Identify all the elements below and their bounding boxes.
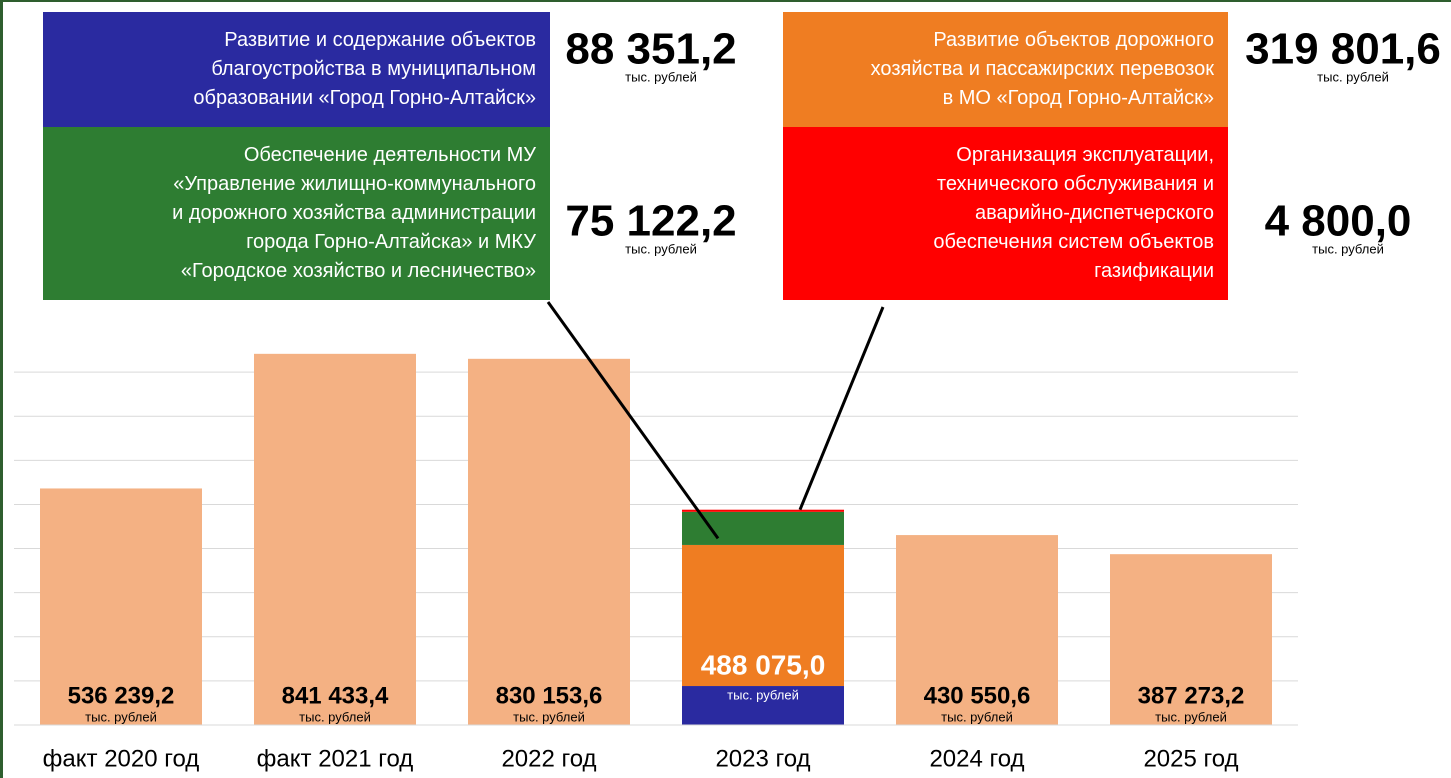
- value-label: 488 075,0: [701, 649, 826, 680]
- connector: [546, 301, 720, 540]
- x-tick-label: факт 2021 год: [257, 745, 414, 772]
- callout-box: Развитие и содержание объектов благоустр…: [43, 12, 550, 127]
- bar-segment: [682, 544, 844, 687]
- callout-unit: тыс. рублей: [625, 69, 697, 84]
- callout-unit: тыс. рублей: [1312, 241, 1384, 256]
- callout-value: 4 800,0: [1265, 197, 1412, 246]
- bar: [254, 353, 416, 725]
- bar: [1110, 554, 1272, 725]
- callout-box: Развитие объектов дорожного хозяйства и …: [783, 12, 1228, 127]
- bar-segment: [682, 509, 844, 512]
- value-unit: тыс. рублей: [513, 709, 585, 724]
- x-tick-label: факт 2020 год: [43, 745, 200, 772]
- value-label: 387 273,2: [1138, 682, 1245, 709]
- callout-value: 75 122,2: [565, 197, 736, 246]
- callout-unit: тыс. рублей: [1317, 69, 1389, 84]
- bar-segment: [682, 686, 844, 725]
- callout-value: 319 801,6: [1245, 25, 1441, 74]
- value-label: 841 433,4: [282, 682, 389, 709]
- x-tick-label: 2023 год: [715, 745, 810, 772]
- callout-value: 88 351,2: [565, 25, 736, 74]
- value-label: 430 550,6: [924, 682, 1031, 709]
- bar: [896, 535, 1058, 725]
- value-unit: тыс. рублей: [727, 687, 799, 702]
- value-unit: тыс. рублей: [941, 709, 1013, 724]
- x-tick-label: 2024 год: [929, 745, 1024, 772]
- value-unit: тыс. рублей: [1155, 709, 1227, 724]
- value-label: 830 153,6: [496, 682, 603, 709]
- value-label: 536 239,2: [68, 682, 175, 709]
- bar: [468, 358, 630, 725]
- value-unit: тыс. рублей: [299, 709, 371, 724]
- connector: [798, 306, 885, 511]
- x-tick-label: 2025 год: [1143, 745, 1238, 772]
- callout-box: Организация эксплуатации, технического о…: [783, 127, 1228, 300]
- callout-box: Обеспечение деятельности МУ «Управление …: [43, 127, 550, 300]
- x-tick-label: 2022 год: [501, 745, 596, 772]
- bar-segment: [682, 511, 844, 545]
- value-unit: тыс. рублей: [85, 709, 157, 724]
- bar: [40, 488, 202, 725]
- callout-unit: тыс. рублей: [625, 241, 697, 256]
